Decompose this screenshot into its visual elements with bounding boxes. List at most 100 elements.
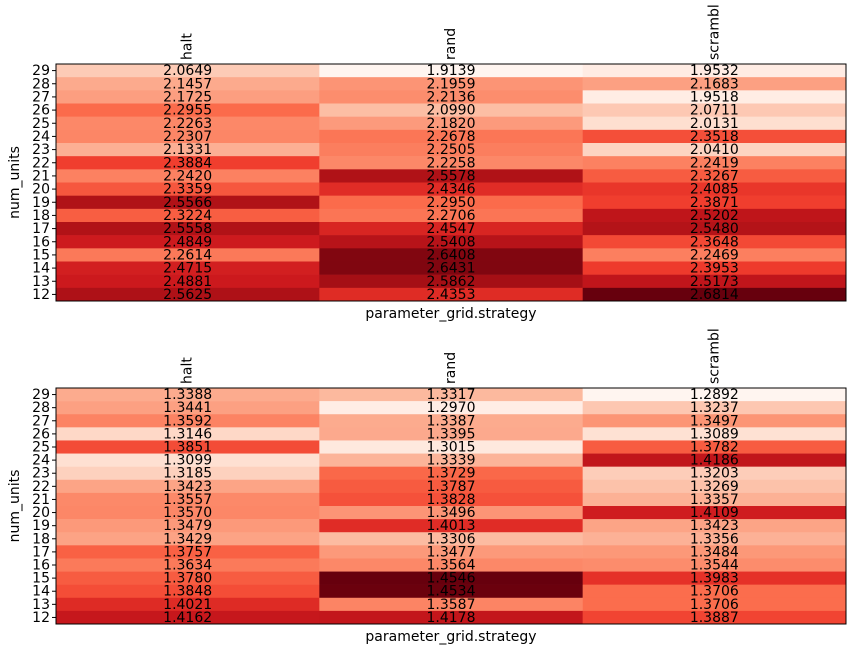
heatmap-cell xyxy=(582,182,847,196)
heatmap-cell xyxy=(319,440,583,454)
x-tick-label: rand xyxy=(443,352,459,384)
heatmap-cell xyxy=(582,506,847,520)
cell-value-label: 2.2706 xyxy=(427,208,476,224)
x-axis-title: parameter_grid.strategy xyxy=(365,629,536,645)
heatmap-cell xyxy=(319,195,583,210)
cell-value-label: 1.3203 xyxy=(690,466,739,482)
cell-value-label: 1.3496 xyxy=(427,505,476,521)
cell-value-label: 2.5862 xyxy=(427,274,476,290)
heatmap-cell xyxy=(319,466,583,481)
heatmap-cell xyxy=(56,182,320,196)
y-tick-label: 22 xyxy=(32,479,50,495)
y-tick-label: 15 xyxy=(32,571,50,587)
cell-value-label: 2.4353 xyxy=(427,287,476,303)
heatmap-cell xyxy=(582,558,847,572)
heatmap-cell xyxy=(56,388,320,402)
cell-value-label: 1.2892 xyxy=(690,387,739,403)
cell-value-label: 1.3339 xyxy=(427,453,476,469)
heatmap-cell xyxy=(319,103,583,117)
cell-value-label: 1.3587 xyxy=(427,597,476,613)
heatmap-cell xyxy=(319,453,583,467)
heatmap-cell xyxy=(319,261,583,275)
heatmap-cell xyxy=(582,248,847,262)
y-tick-label: 20 xyxy=(32,182,50,198)
heatmap-cell xyxy=(582,90,847,104)
heatmap-cell xyxy=(319,235,583,249)
cell-value-label: 1.3782 xyxy=(690,440,739,456)
heatmap-cell xyxy=(319,248,583,262)
cell-value-label: 1.3185 xyxy=(163,466,212,482)
heatmap-cell xyxy=(319,90,583,104)
y-tick-label: 21 xyxy=(32,168,50,184)
heatmap-cell xyxy=(319,182,583,196)
cell-value-label: 2.2614 xyxy=(163,247,212,263)
heatmap-cell xyxy=(582,492,847,507)
y-tick-label: 13 xyxy=(32,274,50,290)
cell-value-label: 1.4186 xyxy=(690,453,739,469)
y-tick-label: 12 xyxy=(32,287,50,303)
heatmap-cell xyxy=(56,143,320,157)
cell-value-label: 1.3787 xyxy=(427,479,476,495)
heatmap-cell xyxy=(319,401,583,415)
cell-value-label: 2.6408 xyxy=(427,247,476,263)
y-tick-label: 14 xyxy=(32,584,50,600)
heatmap-cell xyxy=(56,453,320,467)
cell-value-label: 2.2469 xyxy=(690,247,739,263)
cell-value-label: 1.4109 xyxy=(690,505,739,521)
cell-value-label: 2.3224 xyxy=(163,208,212,224)
cell-value-label: 1.3441 xyxy=(163,400,212,416)
heatmap-panel-2: 1.3388 1.3317 1.2892 1.3441 1.2970 1.3237 1.35… xyxy=(7,328,847,645)
cell-value-label: 1.3089 xyxy=(690,426,739,442)
heatmap-cell xyxy=(56,545,320,559)
cell-value-label: 1.3317 xyxy=(427,387,476,403)
cell-value-label: 2.4085 xyxy=(690,182,739,198)
y-tick-label: 22 xyxy=(32,155,50,171)
heatmap-cell xyxy=(56,235,320,249)
y-tick-label: 15 xyxy=(32,247,50,263)
cell-value-label: 1.3570 xyxy=(163,505,212,521)
cell-value-label: 2.5625 xyxy=(163,287,212,303)
heatmap-cell xyxy=(319,427,583,441)
y-tick-label: 29 xyxy=(32,387,50,403)
heatmap-cell xyxy=(319,222,583,236)
heatmap-cell xyxy=(582,584,847,599)
cell-value-label: 2.2420 xyxy=(163,168,212,184)
heatmap-cell xyxy=(319,287,583,302)
cell-value-label: 2.3359 xyxy=(163,182,212,198)
y-tick-label: 27 xyxy=(32,413,50,429)
cell-value-label: 2.3953 xyxy=(690,261,739,277)
cell-value-label: 1.3706 xyxy=(690,597,739,613)
heatmap-cell xyxy=(582,103,847,117)
heatmap-cell xyxy=(56,222,320,236)
cell-value-label: 2.0131 xyxy=(690,116,739,132)
heatmap-cell xyxy=(582,401,847,415)
heatmap-cell xyxy=(56,427,320,441)
cell-value-label: 2.5566 xyxy=(163,195,212,211)
cell-value-label: 1.3497 xyxy=(690,413,739,429)
cell-value-label: 2.3648 xyxy=(690,234,739,250)
heatmap-cell xyxy=(319,64,583,78)
heatmap-cell xyxy=(582,545,847,559)
cell-value-label: 1.3387 xyxy=(427,413,476,429)
y-tick-label: 18 xyxy=(32,208,50,224)
heatmap-cell xyxy=(319,143,583,157)
heatmap-cell xyxy=(582,414,847,428)
cell-value-label: 1.3706 xyxy=(690,584,739,600)
cell-value-label: 2.0410 xyxy=(690,142,739,158)
heatmap-cell xyxy=(582,453,847,467)
heatmap-panel-1: 2.0649 1.9139 1.9532 2.1457 2.1959 2.1683 2.17… xyxy=(7,4,847,322)
heatmap-cell xyxy=(319,156,583,170)
y-tick-label: 14 xyxy=(32,261,50,277)
cell-value-label: 1.9139 xyxy=(427,63,476,79)
heatmap-cell xyxy=(582,261,847,275)
heatmap-cell xyxy=(319,597,583,612)
heatmap-cell xyxy=(56,90,320,104)
cell-value-label: 1.3423 xyxy=(163,479,212,495)
heatmap-cell xyxy=(56,116,320,131)
cell-value-label: 2.5173 xyxy=(690,274,739,290)
heatmap-cell xyxy=(582,597,847,612)
cell-value-label: 1.3306 xyxy=(427,531,476,547)
cell-value-label: 2.5480 xyxy=(690,221,739,237)
cell-value-label: 1.4546 xyxy=(427,571,476,587)
cell-value-label: 2.2263 xyxy=(163,116,212,132)
